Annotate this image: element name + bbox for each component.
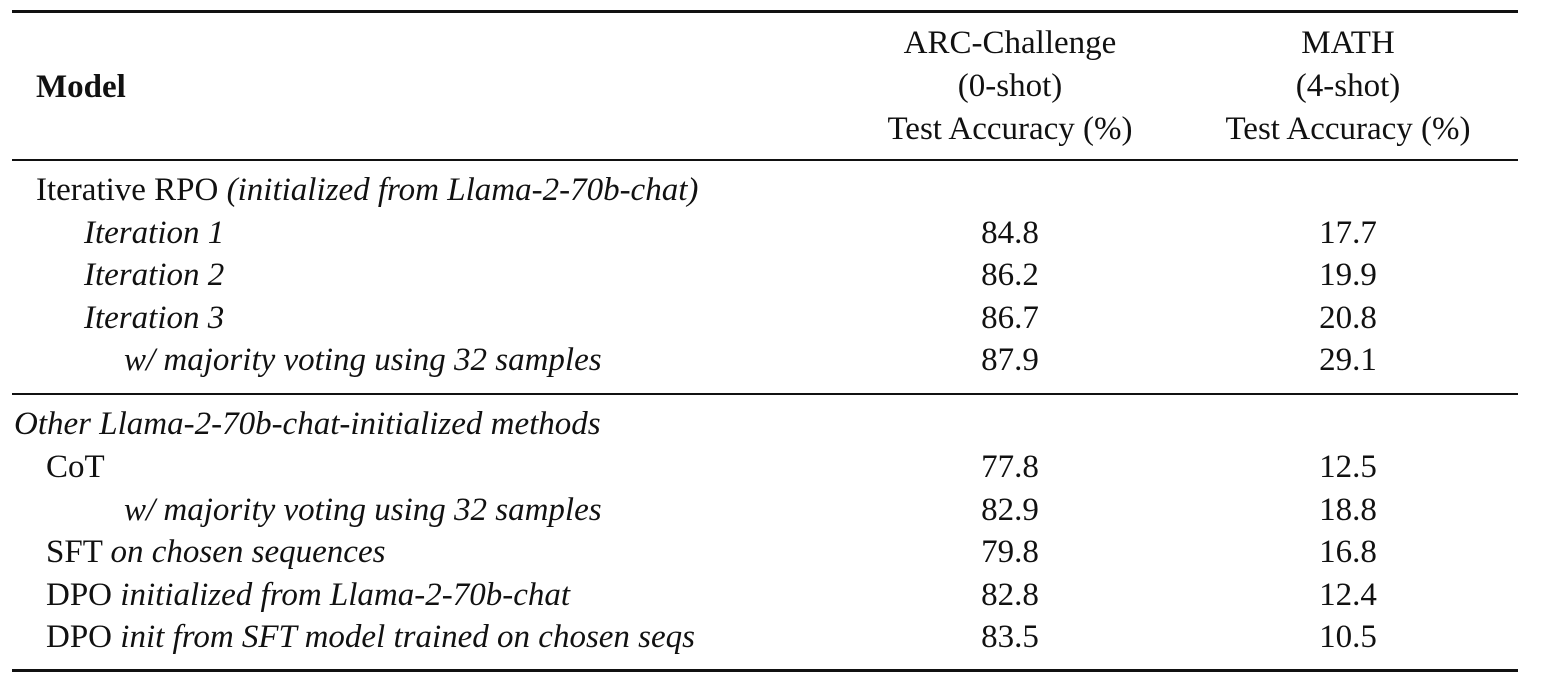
- section-title-iterative-rpo: Iterative RPO (initialized from Llama-2-…: [0, 169, 1548, 211]
- arc-value: 86.7: [981, 300, 1039, 336]
- section-title-main: Iterative RPO: [36, 172, 219, 208]
- header-math-line-3: Test Accuracy (%): [1225, 111, 1471, 147]
- row-label-italic: init from SFT model trained on chosen se…: [120, 619, 696, 655]
- table-bottom-rule: [12, 669, 1518, 672]
- section-title-italic: (initialized from Llama-2-70b-chat): [226, 172, 699, 208]
- math-value: 10.5: [1319, 619, 1377, 655]
- row-label: Iteration 2: [84, 257, 225, 293]
- math-value: 16.8: [1319, 534, 1377, 570]
- table-top-rule: [12, 10, 1518, 13]
- row-label-main: DPO: [46, 619, 113, 655]
- math-value: 17.7: [1319, 215, 1377, 251]
- row-label: Iteration 1: [84, 215, 225, 251]
- math-value: 18.8: [1319, 492, 1377, 528]
- row-label-main: SFT: [46, 534, 103, 570]
- section-rule: [12, 393, 1518, 395]
- table-row: Iteration 2 86.2 19.9: [0, 254, 1548, 296]
- table-row: w/ majority voting using 32 samples 87.9…: [0, 339, 1548, 381]
- table-row: CoT 77.8 12.5: [0, 446, 1548, 488]
- row-label: w/ majority voting using 32 samples: [124, 342, 602, 378]
- header-arc-line-1: ARC-Challenge: [903, 25, 1117, 61]
- table-row: Iteration 3 86.7 20.8: [0, 297, 1548, 339]
- table-row: Iteration 1 84.8 17.7: [0, 212, 1548, 254]
- math-value: 19.9: [1319, 257, 1377, 293]
- section-title-italic: Other Llama-2-70b-chat-initialized metho…: [14, 406, 601, 442]
- arc-value: 83.5: [981, 619, 1039, 655]
- row-label-italic: initialized from Llama-2-70b-chat: [120, 577, 571, 613]
- math-value: 20.8: [1319, 300, 1377, 336]
- arc-value: 79.8: [981, 534, 1039, 570]
- arc-value: 82.8: [981, 577, 1039, 613]
- table-row: DPO initialized from Llama-2-70b-chat 82…: [0, 574, 1548, 616]
- header-arc-line-2: (0-shot): [957, 68, 1063, 104]
- row-label: w/ majority voting using 32 samples: [124, 492, 602, 528]
- header-rule: [12, 159, 1518, 161]
- header-math-line-2: (4-shot): [1295, 68, 1401, 104]
- math-value: 12.5: [1319, 449, 1377, 485]
- arc-value: 82.9: [981, 492, 1039, 528]
- arc-value: 87.9: [981, 342, 1039, 378]
- arc-value: 84.8: [981, 215, 1039, 251]
- math-value: 12.4: [1319, 577, 1377, 613]
- row-label: CoT: [46, 449, 105, 485]
- table-row: DPO init from SFT model trained on chose…: [0, 616, 1548, 658]
- section-title-other-methods: Other Llama-2-70b-chat-initialized metho…: [0, 403, 1548, 445]
- arc-value: 77.8: [981, 449, 1039, 485]
- table-row: w/ majority voting using 32 samples 82.9…: [0, 489, 1548, 531]
- header-math-line-1: MATH: [1301, 25, 1395, 61]
- header-arc-challenge: ARC-Challenge (0-shot) Test Accuracy (%): [850, 22, 1170, 151]
- header-model: Model: [36, 69, 126, 105]
- math-value: 29.1: [1319, 342, 1377, 378]
- table-row: SFT on chosen sequences 79.8 16.8: [0, 531, 1548, 573]
- row-label-italic: on chosen sequences: [110, 534, 386, 570]
- row-label: Iteration 3: [84, 300, 225, 336]
- arc-value: 86.2: [981, 257, 1039, 293]
- row-label-main: DPO: [46, 577, 113, 613]
- header-math: MATH (4-shot) Test Accuracy (%): [1188, 22, 1508, 151]
- header-arc-line-3: Test Accuracy (%): [887, 111, 1133, 147]
